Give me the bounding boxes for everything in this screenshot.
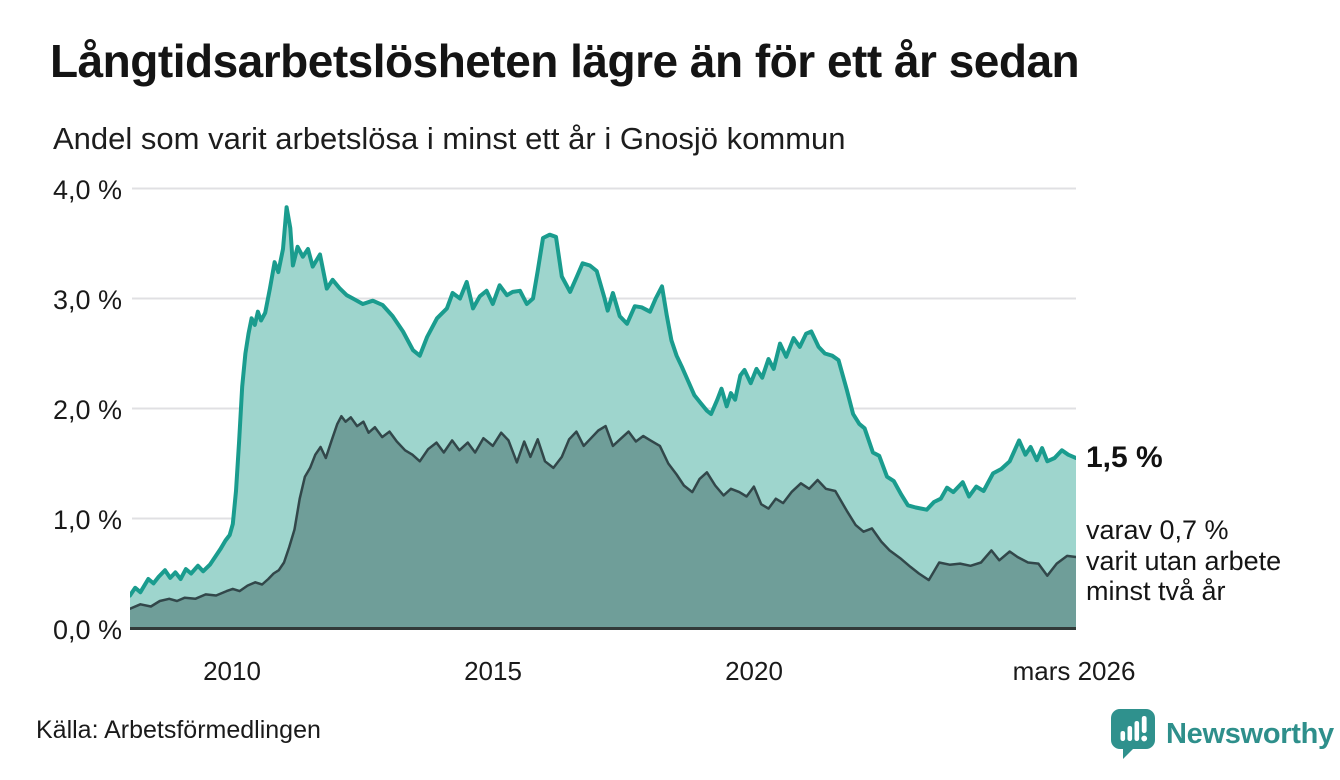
area-chart: [128, 187, 1078, 630]
y-tick-4: 4,0 %: [52, 175, 122, 205]
logo-exclamation-stem: [1141, 716, 1147, 733]
logo-bar-2: [1127, 726, 1133, 741]
x-tick-2010: 2010: [203, 656, 261, 686]
x-tick-2020: 2020: [725, 656, 783, 686]
page-title: Långtidsarbetslösheten lägre än för ett …: [50, 35, 1080, 87]
logo-bar-1: [1120, 731, 1126, 741]
chart-subtitle: Andel som varit arbetslösa i minst ett å…: [53, 121, 846, 156]
brand-lockup: Newsworthy: [1110, 708, 1334, 760]
x-tick-2015: 2015: [464, 656, 522, 686]
plot-area: [128, 185, 1078, 631]
newsworthy-logo-icon: [1111, 709, 1155, 759]
logo-bubble: [1111, 709, 1155, 759]
series-area-1: [130, 416, 1076, 629]
y-tick-0: 0,0 %: [52, 615, 122, 645]
y-tick-2: 2,0 %: [52, 395, 122, 425]
x-tick-mars-2026: mars 2026: [1012, 656, 1136, 686]
y-tick-3: 3,0 %: [52, 285, 122, 315]
two-year-annotation-line1: varav 0,7 %: [1086, 515, 1229, 545]
logo-bar-3: [1134, 721, 1140, 741]
latest-value-label: 1,5 %: [1086, 441, 1163, 474]
series-line-1: [128, 414, 1078, 610]
brand-name: Newsworthy: [1166, 717, 1334, 750]
source-note: Källa: Arbetsförmedlingen: [36, 716, 321, 744]
two-year-annotation-line2: varit utan arbete: [1086, 545, 1282, 576]
logo-exclamation-dot: [1141, 735, 1148, 742]
two-year-annotation: varav 0,7 % varit utan arbete minst två …: [1086, 515, 1281, 607]
two-year-annotation-line3: minst två år: [1086, 576, 1226, 606]
y-tick-1: 1,0 %: [52, 505, 122, 535]
series-line-0: [128, 205, 1078, 598]
